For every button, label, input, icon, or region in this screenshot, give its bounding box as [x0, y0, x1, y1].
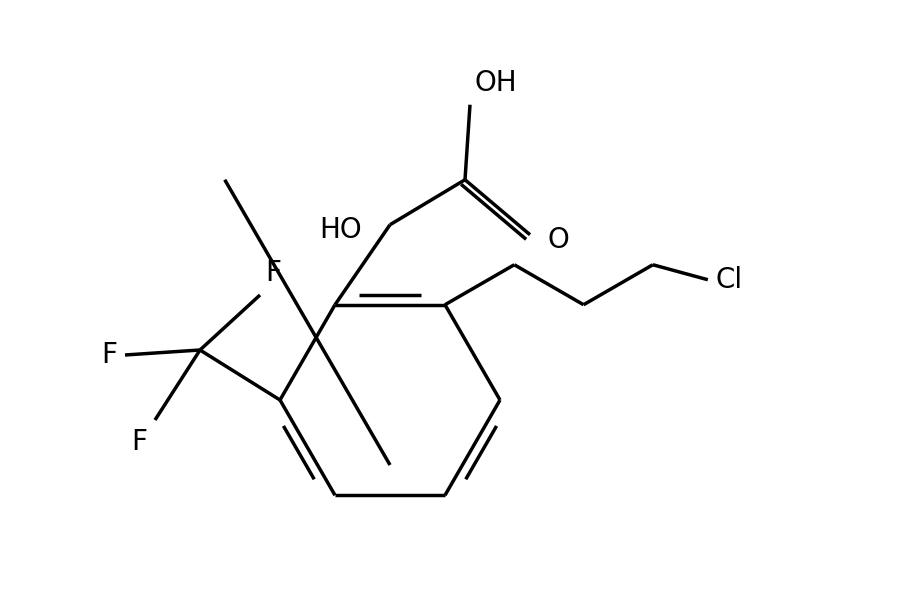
Text: HO: HO	[319, 216, 361, 244]
Text: Cl: Cl	[715, 266, 743, 294]
Text: F: F	[265, 259, 280, 287]
Text: O: O	[548, 226, 569, 254]
Text: OH: OH	[474, 69, 517, 97]
Text: F: F	[101, 341, 117, 369]
Text: F: F	[130, 428, 147, 456]
